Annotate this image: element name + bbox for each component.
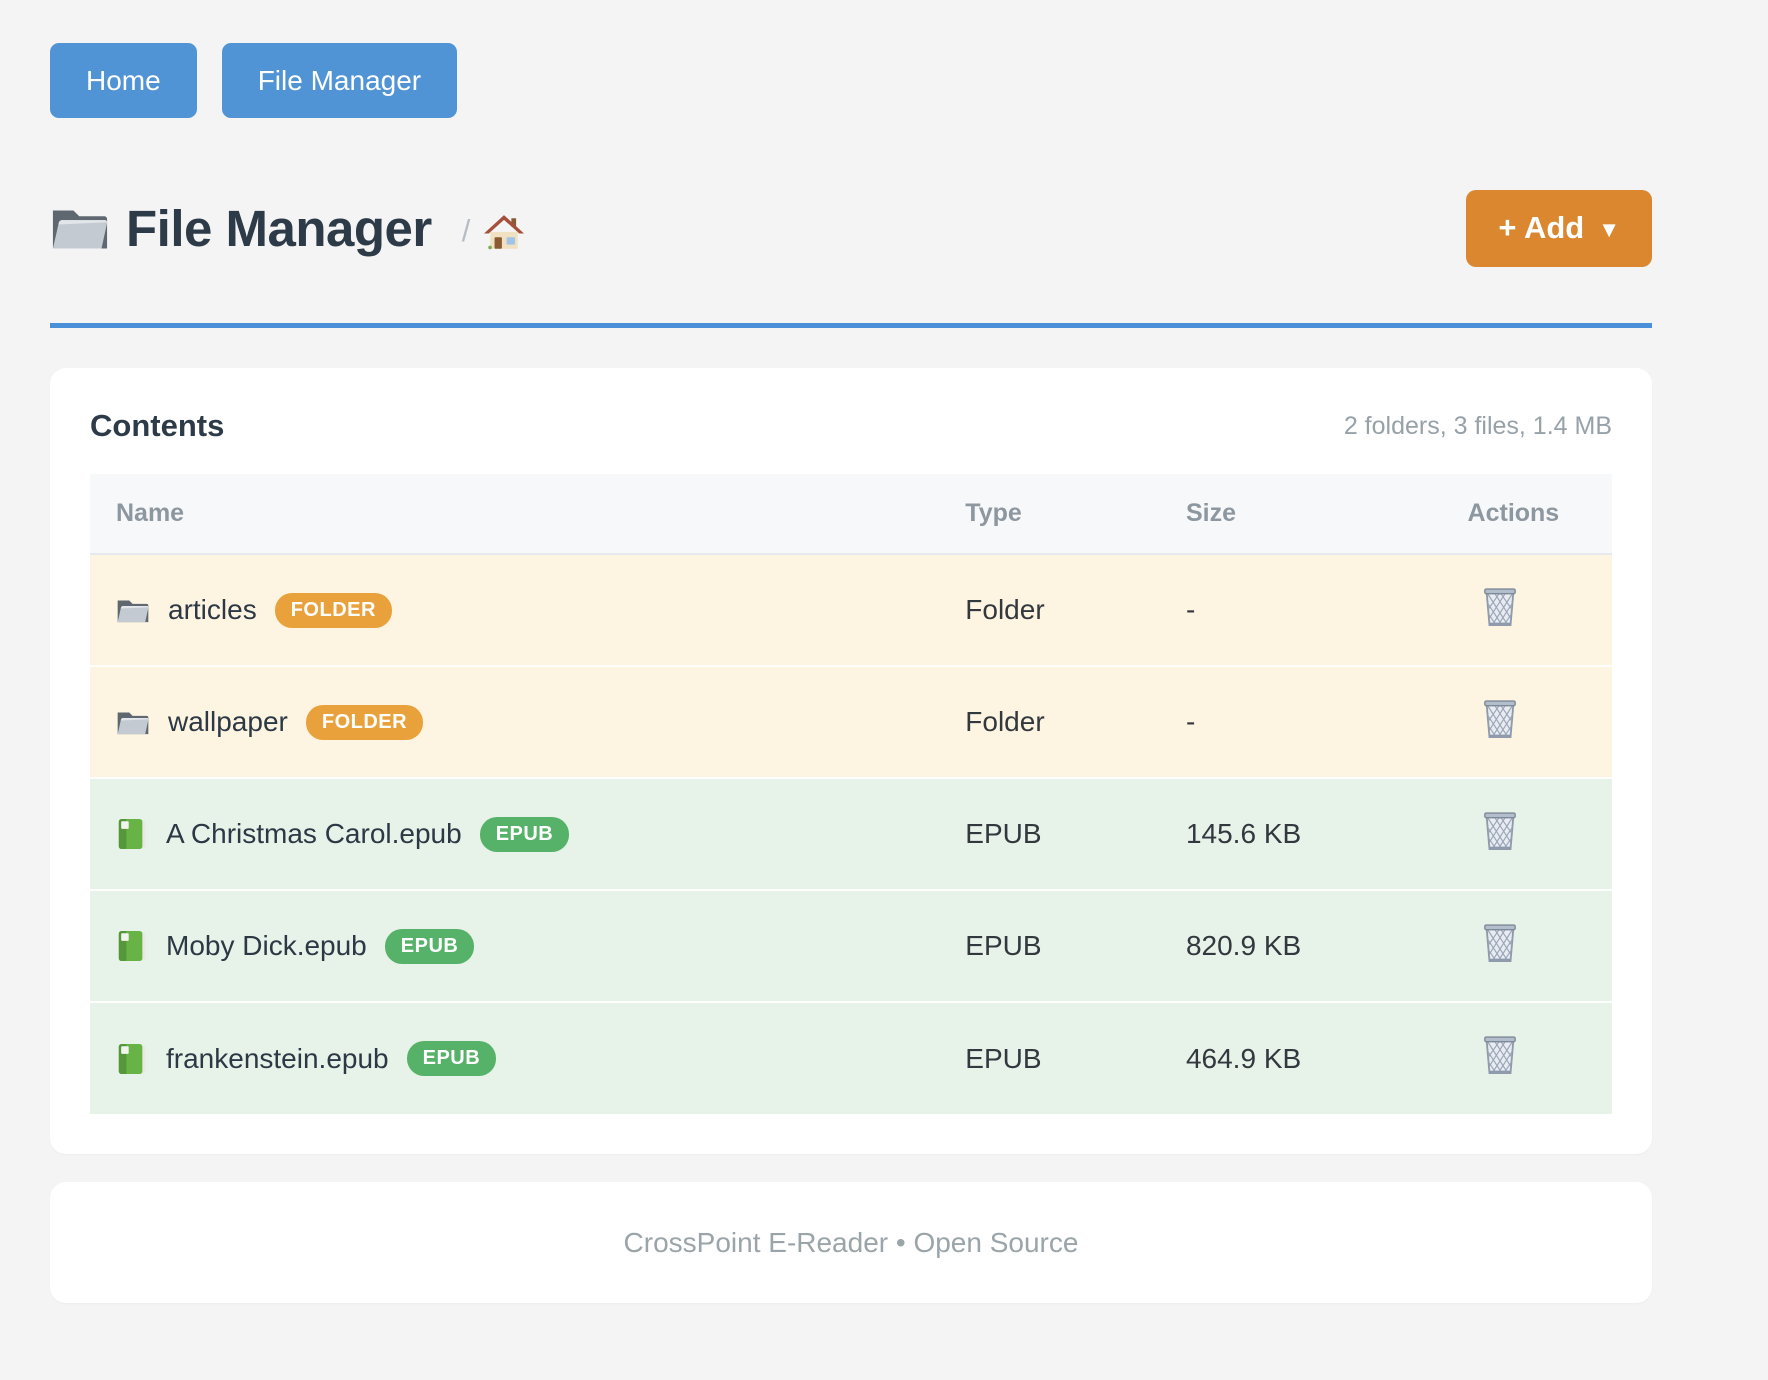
green-book-icon	[118, 818, 146, 850]
table-row-christmas-carol[interactable]: A Christmas Carol.epub EPUB EPUB 145.6 K…	[90, 778, 1612, 890]
item-name[interactable]: A Christmas Carol.epub	[166, 818, 462, 849]
files-table: Name Type Size Actions articles FOLDER F…	[90, 474, 1612, 1114]
column-header-size: Size	[1159, 474, 1442, 555]
breadcrumb-separator: /	[461, 213, 471, 248]
item-name[interactable]: Moby Dick.epub	[166, 930, 367, 961]
house-icon[interactable]	[484, 214, 525, 252]
item-size: -	[1185, 706, 1196, 737]
item-type: EPUB	[965, 1042, 1042, 1074]
item-type: EPUB	[965, 818, 1042, 849]
epub-badge: EPUB	[384, 928, 475, 964]
folder-icon	[52, 210, 108, 249]
table-header-row: Name Type Size Actions	[90, 474, 1612, 555]
chevron-down-icon: ▼	[1598, 217, 1620, 242]
column-header-type: Type	[939, 474, 1160, 555]
item-type: EPUB	[965, 930, 1042, 961]
contents-card: Contents 2 folders, 3 files, 1.4 MB Name…	[50, 368, 1652, 1154]
contents-summary: 2 folders, 3 files, 1.4 MB	[1343, 411, 1612, 440]
table-row-moby-dick[interactable]: Moby Dick.epub EPUB EPUB 820.9 KB	[90, 890, 1612, 1002]
item-type: Folder	[965, 594, 1045, 625]
delete-button[interactable]	[1482, 810, 1518, 852]
item-type: Folder	[965, 706, 1045, 737]
delete-button[interactable]	[1482, 1034, 1518, 1076]
green-book-icon	[118, 930, 146, 962]
wastebasket-icon	[1482, 1034, 1518, 1076]
wastebasket-icon	[1482, 810, 1518, 852]
home-button[interactable]: Home	[50, 43, 197, 118]
footer: CrossPoint E-Reader • Open Source	[50, 1182, 1652, 1303]
delete-button[interactable]	[1482, 586, 1518, 628]
folder-badge: FOLDER	[274, 592, 392, 628]
column-header-name: Name	[90, 474, 940, 555]
add-button[interactable]: + Add ▼	[1466, 189, 1652, 267]
contents-card-header: Contents 2 folders, 3 files, 1.4 MB	[90, 408, 1612, 444]
top-nav: Home File Manager	[50, 43, 1652, 118]
item-name[interactable]: articles	[168, 594, 257, 625]
table-row-wallpaper[interactable]: wallpaper FOLDER Folder -	[90, 666, 1612, 778]
green-book-icon	[118, 1043, 146, 1074]
folder-icon	[117, 600, 149, 622]
title-group: File Manager /	[50, 199, 525, 258]
wastebasket-icon	[1482, 586, 1518, 628]
item-size: 464.9 KB	[1185, 1042, 1302, 1074]
item-name[interactable]: wallpaper	[168, 706, 288, 737]
folder-badge: FOLDER	[305, 704, 424, 740]
file-manager-page: Home File Manager File Manager / + Add ▼…	[50, 0, 1652, 1303]
delete-button[interactable]	[1482, 698, 1518, 740]
epub-badge: EPUB	[479, 816, 570, 852]
add-button-label: + Add	[1498, 210, 1585, 245]
epub-badge: EPUB	[406, 1041, 497, 1076]
title-divider	[50, 323, 1652, 328]
column-header-actions: Actions	[1441, 474, 1612, 555]
contents-heading: Contents	[90, 408, 225, 443]
footer-text: CrossPoint E-Reader • Open Source	[623, 1226, 1079, 1258]
page-title: File Manager	[126, 199, 432, 257]
page-header: File Manager / + Add ▼	[50, 189, 1652, 267]
delete-button[interactable]	[1482, 922, 1518, 964]
item-size: 145.6 KB	[1185, 818, 1302, 849]
item-name[interactable]: frankenstein.epub	[166, 1042, 389, 1074]
wastebasket-icon	[1482, 922, 1518, 964]
item-size: -	[1185, 594, 1196, 625]
table-row-articles[interactable]: articles FOLDER Folder -	[90, 554, 1612, 666]
table-row-frankenstein[interactable]: frankenstein.epub EPUB EPUB 464.9 KB	[90, 1002, 1612, 1114]
file-manager-button[interactable]: File Manager	[221, 43, 458, 118]
item-size: 820.9 KB	[1185, 930, 1302, 961]
folder-icon	[117, 712, 149, 734]
wastebasket-icon	[1482, 698, 1518, 740]
